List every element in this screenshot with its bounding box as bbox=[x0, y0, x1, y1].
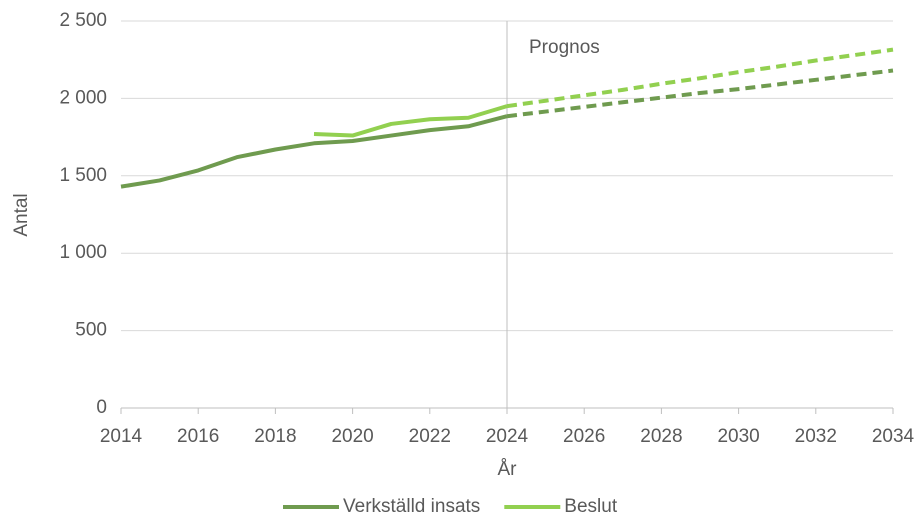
y-tick-label: 2 500 bbox=[59, 10, 107, 31]
legend-label: Verkställd insats bbox=[343, 496, 480, 517]
y-axis-title: Antal bbox=[11, 193, 32, 236]
y-tick-label: 0 bbox=[96, 397, 107, 418]
legend-label: Beslut bbox=[564, 496, 618, 517]
x-tick-label: 2030 bbox=[717, 426, 759, 447]
x-tick-label: 2014 bbox=[100, 426, 143, 447]
x-tick-label: 2024 bbox=[486, 426, 529, 447]
x-tick-label: 2020 bbox=[331, 426, 373, 447]
series-line bbox=[313, 104, 508, 138]
y-tick-label: 500 bbox=[75, 320, 107, 341]
x-axis-title: År bbox=[498, 459, 518, 480]
x-tick-label: 2028 bbox=[640, 426, 682, 447]
x-tick-label: 2034 bbox=[872, 426, 915, 447]
x-tick-label: 2016 bbox=[177, 426, 219, 447]
y-tick-label: 1 500 bbox=[59, 165, 107, 186]
x-tick-label: 2032 bbox=[795, 426, 837, 447]
x-tick-label: 2022 bbox=[409, 426, 451, 447]
series-line bbox=[120, 114, 508, 189]
annotation: Prognos bbox=[529, 37, 600, 58]
y-tick-label: 1 000 bbox=[59, 242, 107, 263]
x-tick-label: 2026 bbox=[563, 426, 605, 447]
x-tick-label: 2018 bbox=[254, 426, 296, 447]
forecast-series-line bbox=[506, 68, 894, 119]
forecast-series-line bbox=[506, 47, 894, 109]
y-tick-label: 2 000 bbox=[59, 87, 107, 108]
